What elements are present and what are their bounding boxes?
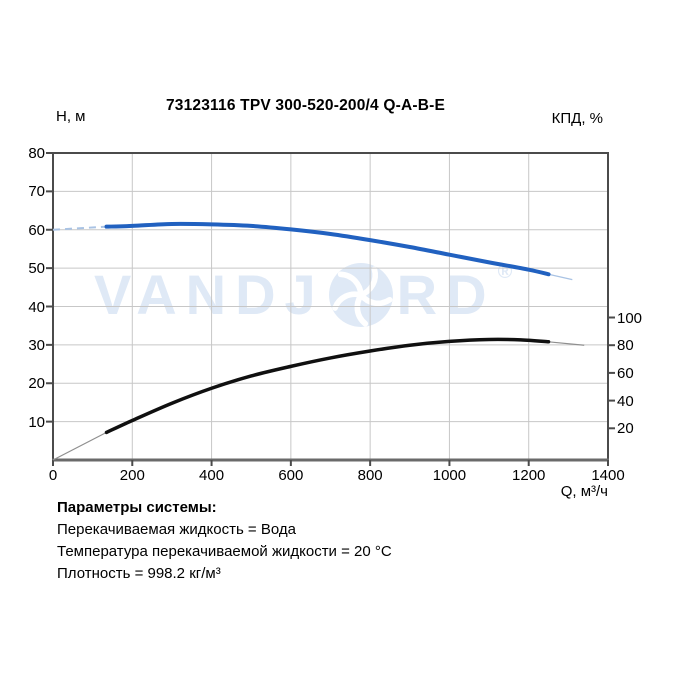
right-axis-tick-label: 80 <box>617 337 634 355</box>
efficiency-curve <box>104 337 551 435</box>
efficiency-curve-thin-end <box>548 341 585 346</box>
head-curve-thin-start <box>52 225 107 231</box>
x-axis-tick-label: 1000 <box>432 467 467 484</box>
head-curve <box>104 221 551 277</box>
x-axis-tick-label: 1400 <box>591 467 625 484</box>
watermark-text-left: VANDJ <box>94 263 325 326</box>
right-axis-tick-label: 20 <box>617 420 634 438</box>
x-axis-tick-label: 1200 <box>512 467 546 484</box>
right-axis-unit-label: КПД, % <box>551 110 603 127</box>
system-parameter-line: Перекачиваемая жидкость = Вода <box>57 521 296 538</box>
right-axis-tick-label: 60 <box>617 364 634 382</box>
left-axis-unit-label: Н, м <box>56 108 86 125</box>
system-parameter-line: Плотность = 998.2 кг/м³ <box>57 565 221 582</box>
x-axis-tick-label: 600 <box>278 467 304 484</box>
head-curve-thin-end <box>548 273 573 281</box>
chart-title: 73123116 TPV 300-520-200/4 Q-A-B-E <box>165 97 446 114</box>
left-axis-tick-label: 30 <box>28 336 45 354</box>
left-axis-tick-label: 20 <box>28 375 45 393</box>
x-axis-tick-label: 400 <box>199 467 225 484</box>
system-parameters: Параметры системы: Перекачиваемая жидкос… <box>57 497 392 585</box>
x-axis-unit-label: Q, м³/ч <box>560 483 608 500</box>
system-parameters-heading: Параметры системы: <box>57 499 217 516</box>
right-axis-tick-label: 100 <box>617 309 643 327</box>
x-axis-tick-label: 0 <box>48 467 58 484</box>
left-axis-tick-label: 70 <box>28 183 45 201</box>
watermark: VANDJ RD ® <box>94 262 512 328</box>
left-axis-tick-label: 60 <box>28 221 45 239</box>
watermark-text-right: RD <box>396 263 496 326</box>
x-axis-tick-label: 200 <box>119 467 145 484</box>
impeller-hub <box>357 291 365 299</box>
efficiency-curve-thin-start <box>52 431 107 461</box>
left-axis-tick-label: 10 <box>28 413 45 431</box>
left-axis-tick-label: 80 <box>28 145 45 162</box>
left-axis-tick-label: 40 <box>28 298 45 316</box>
impeller-logo-icon <box>328 263 393 327</box>
left-axis-tick-label: 50 <box>28 260 45 278</box>
x-axis-tick-label: 800 <box>357 467 383 484</box>
system-parameter-line: Температура перекачиваемой жидкости = 20… <box>57 543 392 560</box>
right-axis-tick-label: 40 <box>617 392 634 410</box>
